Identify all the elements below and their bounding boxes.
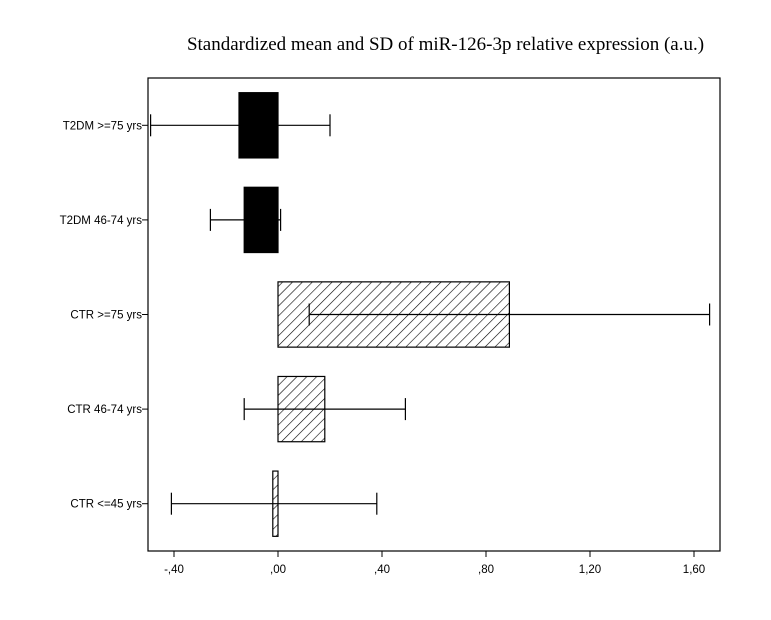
x-tick-label: 1,20	[579, 564, 601, 576]
y-tick-label: CTR <=45 yrs	[70, 499, 142, 511]
chart-title: Standardized mean and SD of miR-126-3p r…	[186, 34, 705, 55]
y-tick-label: T2DM 46-74 yrs	[60, 215, 143, 227]
y-tick-label: T2DM >=75 yrs	[63, 120, 142, 132]
x-tick-label: ,00	[270, 564, 286, 576]
x-tick-label: ,40	[374, 564, 390, 576]
x-tick-label: ,80	[478, 564, 494, 576]
x-tick-label: -,40	[164, 564, 184, 576]
y-tick-label: CTR >=75 yrs	[70, 310, 142, 322]
y-tick-label: CTR 46-74 yrs	[67, 404, 142, 416]
x-tick-label: 1,60	[683, 564, 705, 576]
